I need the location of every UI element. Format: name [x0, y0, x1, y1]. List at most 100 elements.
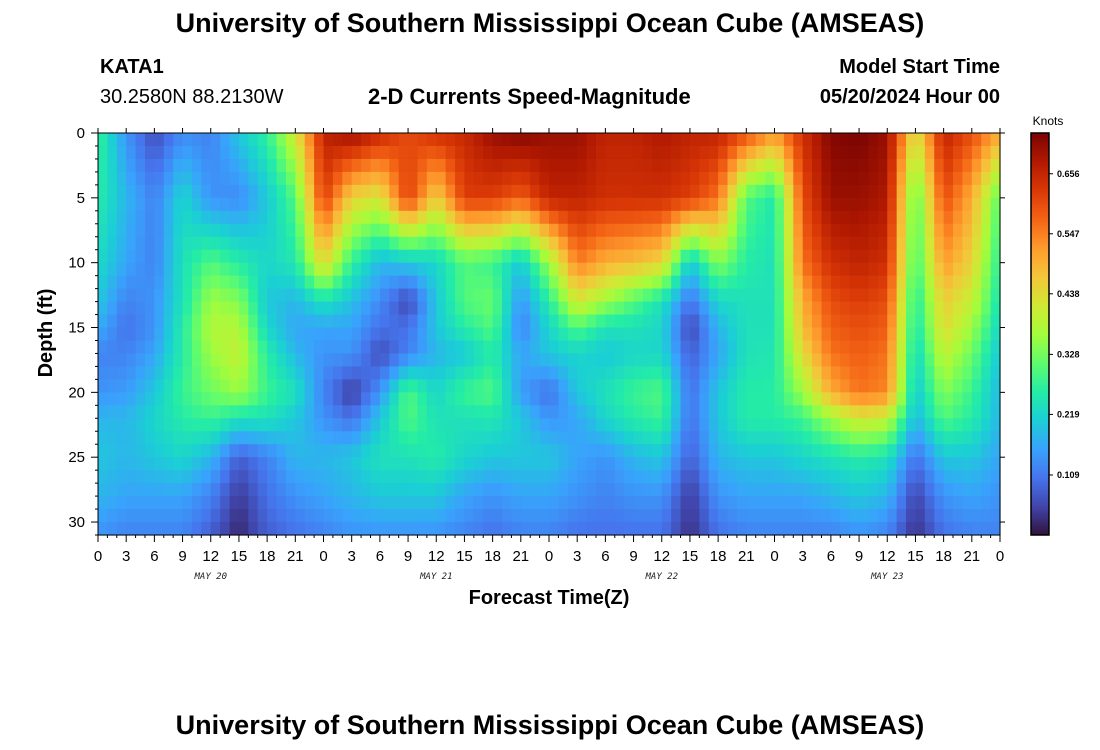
heatmap-cell [163, 496, 174, 510]
heatmap-cell [924, 483, 935, 497]
heatmap-cell [840, 431, 851, 445]
heatmap-cell [652, 379, 663, 393]
heatmap-cell [680, 210, 691, 225]
heatmap-cell [708, 171, 719, 186]
heatmap-cell [718, 236, 729, 251]
heatmap-cell [295, 470, 306, 484]
heatmap-cell [135, 457, 146, 471]
heatmap-cell [116, 418, 127, 432]
heatmap-cell [229, 405, 240, 419]
heatmap-cell [830, 262, 841, 277]
heatmap-cell [877, 236, 888, 251]
heatmap-cell [201, 496, 212, 510]
heatmap-cell [642, 314, 653, 329]
heatmap-cell [783, 314, 794, 329]
heatmap-cell [774, 496, 785, 510]
heatmap-cell [943, 522, 954, 536]
heatmap-cell [812, 145, 823, 160]
heatmap-cell [793, 470, 804, 484]
heatmap-cell [727, 133, 738, 147]
heatmap-cell [633, 496, 644, 510]
heatmap-cell [868, 184, 879, 199]
heatmap-cell [718, 145, 729, 160]
heatmap-cell [370, 145, 381, 160]
heatmap-cell [220, 184, 231, 199]
heatmap-cell [342, 301, 353, 316]
heatmap-cell [755, 223, 766, 238]
heatmap-cell [962, 158, 973, 173]
heatmap-cell [586, 275, 597, 290]
heatmap-cell [765, 353, 776, 368]
heatmap-cell [342, 431, 353, 445]
heatmap-cell [774, 171, 785, 186]
heatmap-cell [182, 418, 193, 432]
heatmap-cell [323, 249, 334, 264]
heatmap-cell [398, 509, 409, 523]
heatmap-cell [708, 262, 719, 277]
heatmap-cell [953, 210, 964, 225]
heatmap-cell [248, 301, 259, 316]
heatmap-cell [868, 171, 879, 186]
heatmap-cell [868, 275, 879, 290]
heatmap-cell [943, 431, 954, 445]
heatmap-cell [201, 275, 212, 290]
heatmap-cell [708, 483, 719, 497]
heatmap-cell [276, 457, 287, 471]
heatmap-cell [285, 496, 296, 510]
heatmap-cell [379, 509, 390, 523]
heatmap-cell [718, 366, 729, 380]
heatmap-cell [267, 418, 278, 432]
heatmap-cell [877, 301, 888, 316]
heatmap-cell [445, 158, 456, 173]
x-tick-label: 18 [710, 548, 727, 565]
heatmap-cell [163, 184, 174, 199]
colorbar-unit: Knots [1033, 114, 1064, 128]
heatmap-cell [953, 197, 964, 212]
heatmap-cell [539, 470, 550, 484]
heatmap-cell [567, 431, 578, 445]
heatmap-cell [793, 340, 804, 355]
heatmap-cell [614, 262, 625, 277]
heatmap-cell [924, 457, 935, 471]
heatmap-cell [332, 210, 343, 225]
heatmap-cell [464, 262, 475, 277]
heatmap-cell [483, 301, 494, 316]
heatmap-cell [812, 457, 823, 471]
heatmap-cell [144, 470, 155, 484]
heatmap-cell [962, 379, 973, 393]
heatmap-cell [567, 457, 578, 471]
heatmap-cell [755, 197, 766, 212]
heatmap-cell [746, 496, 757, 510]
heatmap-cell [154, 223, 165, 238]
heatmap-cell [530, 457, 541, 471]
heatmap-cell [990, 145, 1001, 160]
heatmap-cell [971, 275, 982, 290]
heatmap-cell [483, 483, 494, 497]
heatmap-cell [877, 184, 888, 199]
heatmap-cell [859, 457, 870, 471]
heatmap-cell [793, 418, 804, 432]
heatmap-cell [755, 275, 766, 290]
heatmap-cell [652, 353, 663, 368]
heatmap-cell [304, 210, 315, 225]
heatmap-cell [436, 353, 447, 368]
heatmap-cell [680, 288, 691, 303]
heatmap-cell [868, 509, 879, 523]
y-tick-label: 5 [77, 190, 85, 207]
heatmap-cell [502, 340, 513, 355]
heatmap-cell [661, 457, 672, 471]
heatmap-cell [539, 431, 550, 445]
heatmap-cell [652, 405, 663, 419]
heatmap-cell [915, 171, 926, 186]
heatmap-cell [915, 340, 926, 355]
heatmap-cell [812, 353, 823, 368]
heatmap-cell [332, 340, 343, 355]
heatmap-cell [417, 288, 428, 303]
heatmap-cell [896, 522, 907, 536]
heatmap-cell [530, 340, 541, 355]
heatmap-cell [370, 340, 381, 355]
heatmap-cell [520, 262, 531, 277]
heatmap-cell [971, 145, 982, 160]
heatmap-cell [614, 522, 625, 536]
heatmap-cell [201, 171, 212, 186]
